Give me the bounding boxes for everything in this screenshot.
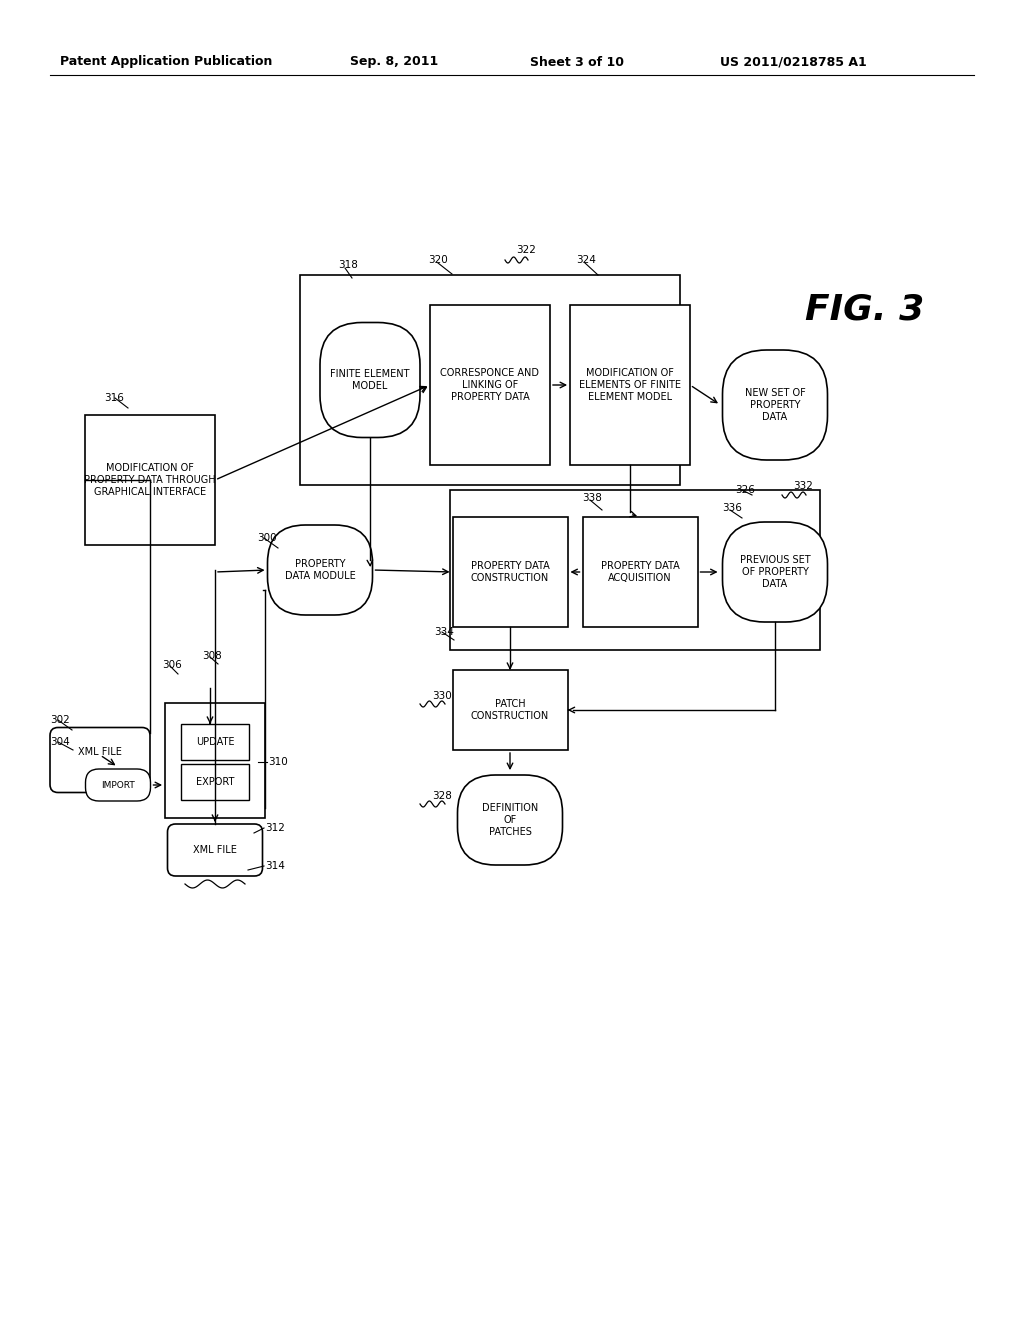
FancyBboxPatch shape xyxy=(85,770,151,801)
FancyBboxPatch shape xyxy=(723,521,827,622)
Text: 328: 328 xyxy=(432,791,452,801)
FancyBboxPatch shape xyxy=(450,490,820,649)
FancyBboxPatch shape xyxy=(723,350,827,459)
Text: XML FILE: XML FILE xyxy=(194,845,237,855)
Text: 334: 334 xyxy=(434,627,454,638)
Text: 316: 316 xyxy=(104,393,124,403)
FancyBboxPatch shape xyxy=(85,414,215,545)
Text: Patent Application Publication: Patent Application Publication xyxy=(60,55,272,69)
Text: 332: 332 xyxy=(793,480,813,491)
Text: 318: 318 xyxy=(338,260,357,271)
Text: FIG. 3: FIG. 3 xyxy=(805,293,925,327)
Text: IMPORT: IMPORT xyxy=(101,780,135,789)
FancyBboxPatch shape xyxy=(300,275,680,484)
Text: PROPERTY
DATA MODULE: PROPERTY DATA MODULE xyxy=(285,560,355,581)
Text: 310: 310 xyxy=(268,756,288,767)
Text: PROPERTY DATA
ACQUISITION: PROPERTY DATA ACQUISITION xyxy=(601,561,679,583)
Text: 302: 302 xyxy=(50,715,70,725)
Text: DEFINITION
OF
PATCHES: DEFINITION OF PATCHES xyxy=(482,804,539,837)
Text: US 2011/0218785 A1: US 2011/0218785 A1 xyxy=(720,55,866,69)
Text: XML FILE: XML FILE xyxy=(78,747,122,756)
Text: Sheet 3 of 10: Sheet 3 of 10 xyxy=(530,55,624,69)
Text: 312: 312 xyxy=(265,822,285,833)
FancyBboxPatch shape xyxy=(570,305,690,465)
Text: 336: 336 xyxy=(722,503,741,513)
Text: MODIFICATION OF
PROPERTY DATA THROUGH
GRAPHICAL INTERFACE: MODIFICATION OF PROPERTY DATA THROUGH GR… xyxy=(84,463,216,496)
Text: 306: 306 xyxy=(162,660,181,671)
FancyBboxPatch shape xyxy=(430,305,550,465)
FancyBboxPatch shape xyxy=(168,824,262,876)
Text: 308: 308 xyxy=(202,651,222,661)
Text: 322: 322 xyxy=(516,246,536,255)
Text: 326: 326 xyxy=(735,484,755,495)
FancyBboxPatch shape xyxy=(583,517,697,627)
Text: NEW SET OF
PROPERTY
DATA: NEW SET OF PROPERTY DATA xyxy=(744,388,805,421)
FancyBboxPatch shape xyxy=(453,671,567,750)
FancyBboxPatch shape xyxy=(319,322,420,437)
FancyBboxPatch shape xyxy=(181,723,249,760)
Text: 330: 330 xyxy=(432,690,452,701)
Text: UPDATE: UPDATE xyxy=(196,737,234,747)
Text: PATCH
CONSTRUCTION: PATCH CONSTRUCTION xyxy=(471,700,549,721)
FancyBboxPatch shape xyxy=(50,727,150,792)
Text: PROPERTY DATA
CONSTRUCTION: PROPERTY DATA CONSTRUCTION xyxy=(471,561,549,583)
FancyBboxPatch shape xyxy=(453,517,567,627)
Text: 338: 338 xyxy=(582,492,602,503)
Text: 300: 300 xyxy=(257,533,276,543)
Text: PREVIOUS SET
OF PROPERTY
DATA: PREVIOUS SET OF PROPERTY DATA xyxy=(739,556,810,589)
Text: FINITE ELEMENT
MODEL: FINITE ELEMENT MODEL xyxy=(331,370,410,391)
Text: MODIFICATION OF
ELEMENTS OF FINITE
ELEMENT MODEL: MODIFICATION OF ELEMENTS OF FINITE ELEME… xyxy=(579,368,681,401)
Text: 320: 320 xyxy=(428,255,447,265)
FancyBboxPatch shape xyxy=(458,775,562,865)
FancyBboxPatch shape xyxy=(165,702,265,817)
Text: 304: 304 xyxy=(50,737,70,747)
Text: 324: 324 xyxy=(575,255,596,265)
Text: EXPORT: EXPORT xyxy=(196,777,234,787)
Text: Sep. 8, 2011: Sep. 8, 2011 xyxy=(350,55,438,69)
Text: CORRESPONCE AND
LINKING OF
PROPERTY DATA: CORRESPONCE AND LINKING OF PROPERTY DATA xyxy=(440,368,540,401)
FancyBboxPatch shape xyxy=(181,764,249,800)
FancyBboxPatch shape xyxy=(267,525,373,615)
Text: 314: 314 xyxy=(265,861,285,871)
